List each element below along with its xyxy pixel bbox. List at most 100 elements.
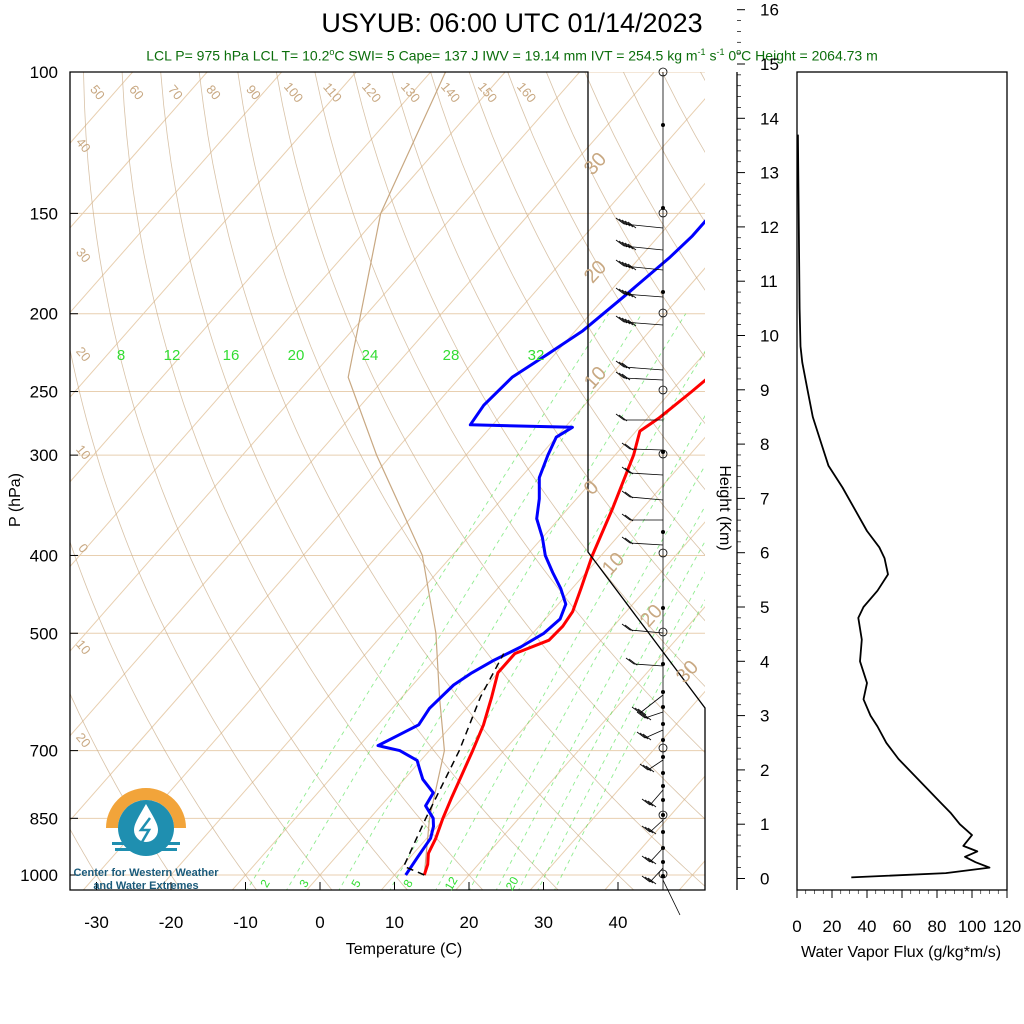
height-tick-label: 13 <box>760 164 779 183</box>
barb-feather <box>618 414 628 422</box>
barb-feather <box>627 291 637 299</box>
barb-feather <box>627 243 637 251</box>
barb-feather <box>639 763 649 771</box>
barb-feather <box>618 316 628 324</box>
dry-adiabat-line <box>83 72 408 890</box>
height-tick-label: 3 <box>760 707 769 726</box>
dry-adiabat-label: 80 <box>203 82 224 103</box>
dry-adiabat-line <box>623 72 705 223</box>
y-tick-label: 400 <box>30 546 58 565</box>
barb-shaft <box>649 867 664 883</box>
isotherm-label: 10 <box>73 442 94 463</box>
barb-shaft <box>629 472 664 476</box>
barb-feather <box>618 361 628 369</box>
barb-calm-circle <box>658 308 668 318</box>
logo-line1: Center for Western Weather <box>73 867 219 879</box>
barb-feather <box>624 624 634 632</box>
y-tick-label: 250 <box>30 383 58 402</box>
x-tick-label: 0 <box>315 913 324 932</box>
height-tick-label: 15 <box>760 55 779 74</box>
barb-calm-circle <box>658 743 668 753</box>
skewt-frame <box>69 71 706 891</box>
y-axis-label: P (hPa) <box>7 473 24 527</box>
mixing-ratio-label: 12 <box>442 874 461 893</box>
barb-feather <box>621 261 631 269</box>
barb-shaft <box>623 377 664 381</box>
barb-shaft <box>629 629 664 634</box>
height-tick-label: 8 <box>760 435 769 454</box>
x-tick-label: 30 <box>534 913 553 932</box>
barb-feather <box>644 856 654 864</box>
mixing-ratio-line <box>338 313 687 890</box>
dry-adiabat-line <box>70 540 258 890</box>
barb-feather <box>647 857 657 865</box>
y-tick-label: 1000 <box>20 866 58 885</box>
isotherm-label: 0 <box>75 541 91 556</box>
dry-adiabat-label: 120 <box>359 79 384 105</box>
skewt-background <box>70 72 705 890</box>
barb-shaft <box>629 542 664 546</box>
dry-adiabat-label: 130 <box>398 79 423 105</box>
y-tick-label: 850 <box>30 809 58 828</box>
barb-feather <box>624 242 634 250</box>
barb-level-dot <box>661 705 665 709</box>
moist-adiabat-line <box>347 72 447 876</box>
barb-feather <box>644 876 654 884</box>
barb-feather <box>625 657 635 665</box>
mixing-ratio-line <box>554 599 705 890</box>
isotherm-line <box>70 98 705 822</box>
height-tick-label: 16 <box>760 1 779 20</box>
flux-line-group <box>797 134 991 879</box>
isotherm-line <box>306 436 705 890</box>
mixing-ratio-label: 5 <box>348 877 364 890</box>
barb-level-dot <box>661 738 665 742</box>
barb-shaft <box>623 293 664 298</box>
mixing-ratio-line <box>435 415 705 890</box>
y-tick-label: 700 <box>30 742 58 761</box>
isotherm-line <box>529 690 705 890</box>
chart-title: USYUB: 06:00 UTC 01/14/2023 <box>321 8 703 38</box>
dry-adiabat-line <box>121 72 484 890</box>
mixing-ratio-line <box>469 464 705 890</box>
barb-calm-circle <box>658 67 668 77</box>
isotherm-label-right: 30 <box>580 148 611 179</box>
mixing-ratio-label: 20 <box>503 874 522 893</box>
x-tick-label: 10 <box>385 913 404 932</box>
dry-adiabat-label: 100 <box>281 79 306 105</box>
dewpoint-profile <box>376 219 705 876</box>
skewt-profiles <box>376 219 705 876</box>
barb-feather <box>615 413 625 421</box>
mixing-ratio-label: 8 <box>400 877 416 890</box>
barb-level-dot <box>661 606 665 610</box>
barb-feather <box>621 289 631 297</box>
height-tick-label: 5 <box>760 598 769 617</box>
barb-feather <box>615 239 625 247</box>
dry-adiabat-line <box>237 72 705 887</box>
barb-feather <box>615 315 625 323</box>
mixing-ratio-label: 20 <box>288 347 305 364</box>
flux-x-tick-label: 80 <box>928 917 947 936</box>
height-tick-label: 11 <box>760 272 778 291</box>
height-tick-label: 0 <box>760 870 769 889</box>
dry-adiabat-label: 160 <box>514 79 539 105</box>
dry-adiabat-line <box>70 347 333 890</box>
isotherm-line <box>70 72 655 737</box>
barb-level-dot <box>661 798 665 802</box>
dry-adiabat-line <box>160 72 559 890</box>
barb-shaft <box>629 496 664 501</box>
barb-level-dot <box>661 530 665 534</box>
flux-x-axis-label: Water Vapor Flux (g/kg*m/s) <box>801 944 1001 961</box>
barb-level-dot <box>661 690 665 694</box>
dry-adiabat-line <box>584 72 705 291</box>
y-tick-label: 500 <box>30 624 58 643</box>
barb-calm-circle <box>658 810 668 820</box>
barb-feather <box>644 826 654 834</box>
dry-adiabat-line <box>468 72 705 491</box>
barb-feather <box>642 733 652 741</box>
barb-feather <box>647 827 657 835</box>
isotherm-line <box>70 72 432 483</box>
barb-feather <box>621 490 631 498</box>
height-tick-label: 6 <box>760 544 769 563</box>
mixing-ratio-line <box>389 350 705 890</box>
